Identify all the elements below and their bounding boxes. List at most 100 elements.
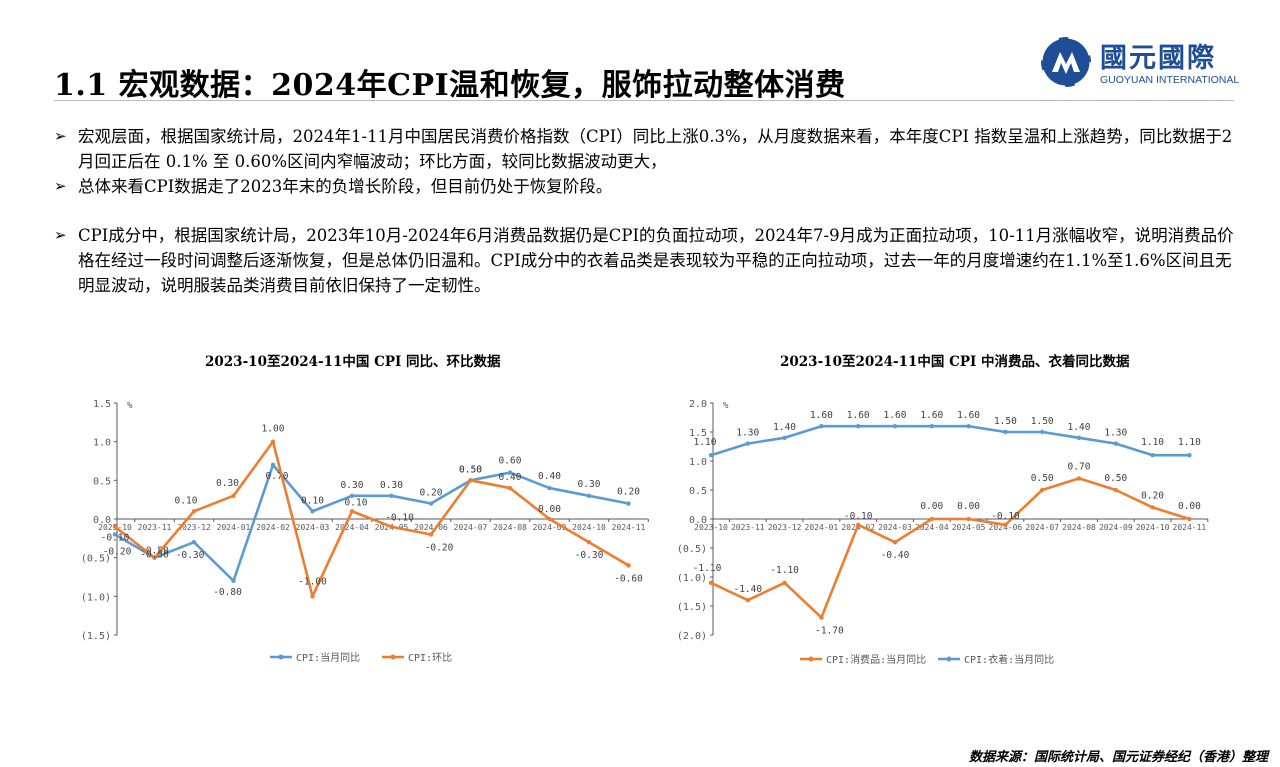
data-label: 0.30 <box>578 479 601 490</box>
data-point <box>310 594 315 599</box>
data-point <box>1187 453 1192 458</box>
data-point <box>310 509 315 514</box>
bullet-text: 宏观层面，根据国家统计局，2024年1-11月中国居民消费价格指数（CPI）同比… <box>78 127 1233 171</box>
y-tick-label: 1.5 <box>689 428 707 439</box>
legend-label: CPI:当月同比 <box>296 651 360 664</box>
y-tick-label: 2.0 <box>689 399 707 410</box>
legend-label: CPI:环比 <box>408 652 452 664</box>
y-tick-label: 0.0 <box>689 515 707 526</box>
data-label: 0.40 <box>499 472 522 483</box>
x-tick-label: 2024-07 <box>454 523 488 532</box>
data-point <box>428 501 434 506</box>
x-tick-label: 2024-03 <box>296 523 330 532</box>
data-point <box>389 524 394 529</box>
x-tick-label: 2024-06 <box>414 523 448 532</box>
data-label: 1.10 <box>1141 437 1164 448</box>
data-label: 0.20 <box>420 488 443 499</box>
data-label: 0.40 <box>538 471 561 482</box>
x-tick-label: 2023-12 <box>768 523 802 532</box>
data-label: 1.10 <box>694 437 717 448</box>
data-point <box>468 478 473 483</box>
x-tick-label: 2024-10 <box>1136 523 1170 532</box>
chart1-title: 2023-10至2024-11中国 CPI 同比、环比数据 <box>205 354 501 370</box>
data-label: 1.10 <box>1178 437 1201 448</box>
guoyuan-logo-icon <box>1039 35 1093 89</box>
data-point <box>349 493 355 498</box>
data-label: 0.60 <box>499 456 522 467</box>
x-tick-label: 2024-02 <box>256 523 290 532</box>
data-label: -1.40 <box>733 584 762 595</box>
y-unit-label: % <box>127 401 133 411</box>
data-point <box>929 516 934 522</box>
data-label: -1.00 <box>298 576 327 587</box>
data-label: 0.50 <box>459 464 482 475</box>
data-source-note: 数据来源：国际统计局、国元证券经纪（香港）整理 <box>968 750 1268 765</box>
bullet-item: ➢ 总体来看CPI数据走了2023年末的负增长阶段，但目前仍处于恢复阶段。 <box>54 174 1239 199</box>
y-tick-label: (2.0) <box>677 631 707 642</box>
data-point <box>819 424 824 429</box>
data-point <box>191 509 197 514</box>
data-point <box>112 532 118 537</box>
x-tick-label: 2024-09 <box>1099 523 1133 532</box>
data-point <box>1003 522 1008 527</box>
bullet-item: ➢ CPI成分中，根据国家统计局，2023年10月-2024年6月消费品数据仍是… <box>54 223 1239 298</box>
arrow-bullet-icon: ➢ <box>54 177 67 195</box>
logo-text-en: GUOYUAN INTERNATIONAL <box>1100 74 1240 86</box>
data-label: 0.20 <box>617 487 640 498</box>
data-point <box>152 555 157 560</box>
data-point <box>270 439 276 444</box>
bullet-list: ➢ 宏观层面，根据国家统计局，2024年1-11月中国居民消费价格指数（CPI）… <box>54 124 1239 298</box>
data-label: 1.50 <box>994 416 1017 427</box>
data-point <box>191 540 197 545</box>
data-point <box>1113 441 1118 446</box>
series-line-2 <box>114 440 630 598</box>
data-label: -0.50 <box>140 546 169 557</box>
y-tick-label: (0.5) <box>81 554 111 565</box>
data-point <box>1040 487 1045 493</box>
x-tick-label: 2024-03 <box>878 523 912 532</box>
series-line-2 <box>710 424 1190 457</box>
data-label: 0.10 <box>345 497 368 508</box>
y-tick-label: 1.0 <box>689 457 707 468</box>
data-point <box>819 615 824 620</box>
y-tick-label: 0.0 <box>93 515 111 526</box>
x-tick-label: 2023-10 <box>694 523 728 532</box>
data-label: 1.30 <box>1104 428 1127 439</box>
bullet-text: 总体来看CPI数据走了2023年末的负增长阶段，但目前仍处于恢复阶段。 <box>78 177 613 196</box>
series-line-1 <box>710 477 1190 619</box>
arrow-bullet-icon: ➢ <box>54 127 67 145</box>
data-label: -1.10 <box>693 563 722 574</box>
data-point <box>745 441 750 446</box>
y-unit-label: % <box>723 401 729 411</box>
data-label: -0.30 <box>575 550 604 561</box>
page-title: 1.1 宏观数据：2024年CPI温和恢复，服饰拉动整体消费 <box>54 68 846 103</box>
data-label: 1.40 <box>1068 422 1091 433</box>
data-point <box>1040 429 1045 435</box>
data-label: 0.50 <box>1104 473 1127 484</box>
data-label: -0.40 <box>881 550 910 561</box>
data-point <box>1076 476 1082 481</box>
bullet-item: ➢ 宏观层面，根据国家统计局，2024年1-11月中国居民消费价格指数（CPI）… <box>54 124 1239 174</box>
x-tick-label: 2024-04 <box>335 523 369 532</box>
data-label: 1.60 <box>847 410 870 421</box>
data-point <box>1150 505 1155 510</box>
data-label: 0.50 <box>1031 473 1054 484</box>
data-point <box>231 493 236 498</box>
data-label: 0.30 <box>341 480 364 491</box>
legend-marker <box>390 654 396 660</box>
data-point <box>1076 435 1082 440</box>
data-label: 1.60 <box>810 410 833 421</box>
data-label: 0.30 <box>380 480 403 491</box>
data-label: -0.20 <box>425 542 454 553</box>
data-point <box>547 516 552 522</box>
data-point <box>966 516 971 522</box>
data-label: -0.30 <box>176 550 205 561</box>
data-label: -1.70 <box>815 626 844 637</box>
y-tick-label: (1.5) <box>677 602 707 613</box>
data-point <box>586 493 592 498</box>
data-label: 1.30 <box>736 428 759 439</box>
data-point <box>507 470 513 475</box>
arrow-bullet-icon: ➢ <box>54 226 67 244</box>
data-point <box>745 598 750 603</box>
y-tick-label: (0.5) <box>677 544 707 555</box>
